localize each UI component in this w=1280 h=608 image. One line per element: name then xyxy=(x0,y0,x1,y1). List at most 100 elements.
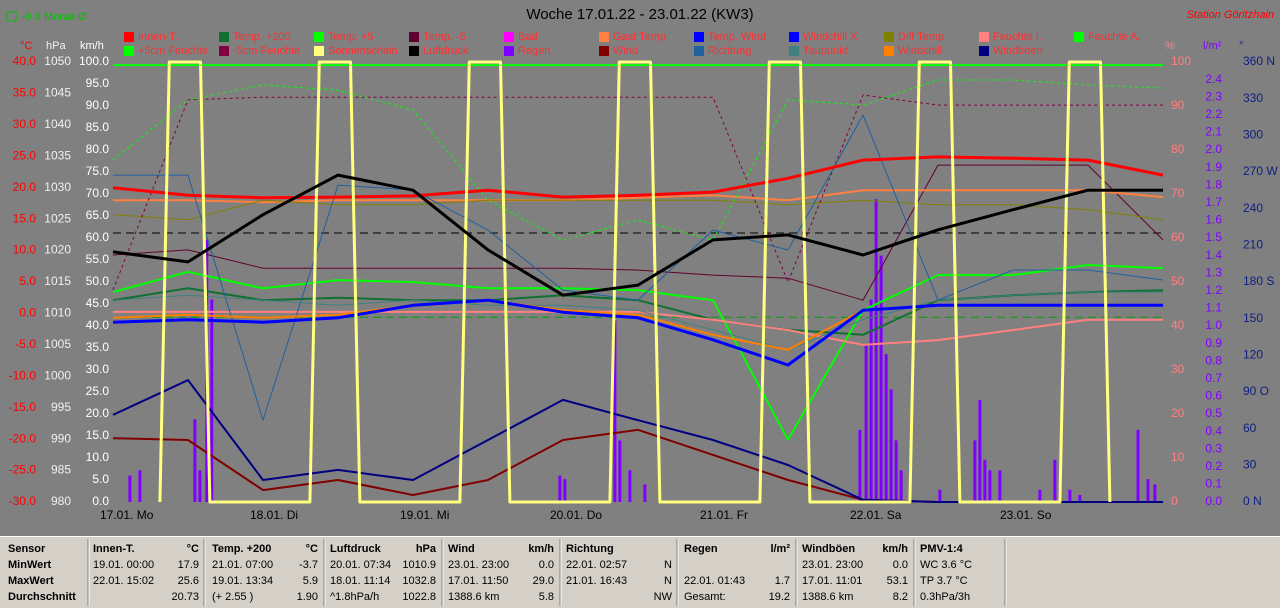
rain-bar xyxy=(889,389,893,502)
axis-title: ° xyxy=(1239,40,1243,52)
rain-bar xyxy=(1146,479,1150,502)
cell-left: 19.01. 00:00 xyxy=(93,559,154,571)
y-tick-label: 2.4 xyxy=(1205,72,1222,86)
rain-bar xyxy=(628,470,632,502)
legend-swatch xyxy=(979,32,989,42)
axis-title: % xyxy=(1165,40,1175,52)
y-tick-label: 90 xyxy=(1171,98,1185,112)
y-tick-label: 15.0 xyxy=(13,211,37,225)
cell-left: 19.01. 13:34 xyxy=(212,575,273,587)
x-tick-label: 23.01. So xyxy=(1000,508,1052,522)
legend-label: +5cm Feuchte xyxy=(138,45,208,57)
cell-right: 1022.8 xyxy=(402,591,436,603)
cell-left: 21.01. 07:00 xyxy=(212,559,273,571)
legend-label: Taupunkt xyxy=(803,45,848,57)
rain-bar xyxy=(874,199,878,502)
cell-right: 8.2 xyxy=(893,591,908,603)
y-tick-label: -30.0 xyxy=(9,494,37,508)
y-tick-label: 1010 xyxy=(44,306,71,320)
rain-bar xyxy=(128,475,132,502)
month-average: -0.6 Monat-Ø xyxy=(22,11,87,23)
y-tick-label: 0.6 xyxy=(1205,389,1222,403)
rain-bar xyxy=(210,299,214,502)
cell-left: 17.01. 11:01 xyxy=(802,575,862,587)
cell-left: 22.01. 01:43 xyxy=(684,575,745,587)
y-tick-label: 40.0 xyxy=(13,54,37,68)
legend-swatch xyxy=(219,32,229,42)
y-tick-label: 100.0 xyxy=(79,54,109,68)
y-tick-label: 60 xyxy=(1243,421,1257,435)
y-tick-label: 1.0 xyxy=(1205,318,1222,332)
y-tick-label: 55.0 xyxy=(86,252,110,266)
legend-label: Gast Temp xyxy=(613,31,666,43)
series-line xyxy=(112,173,1163,297)
cell-left: 21.01. 16:43 xyxy=(566,575,627,587)
y-tick-label: 300 xyxy=(1243,128,1263,142)
rain-bar xyxy=(1136,429,1140,502)
rain-bar xyxy=(1053,459,1057,502)
y-tick-label: 0.7 xyxy=(1205,371,1222,385)
series-line xyxy=(112,164,1164,301)
rain-bar xyxy=(1078,494,1082,502)
cell-left: (+ 2.55 ) xyxy=(212,591,253,603)
x-tick-label: 22.01. Sa xyxy=(850,508,902,522)
row-label: MaxWert xyxy=(8,575,54,587)
y-tick-label: 1040 xyxy=(44,117,71,131)
column-title: Temp. +200 xyxy=(212,543,271,555)
y-tick-label: 2.1 xyxy=(1205,125,1222,139)
y-tick-label: 210 xyxy=(1243,238,1263,252)
series-line xyxy=(112,298,1163,367)
y-tick-label: 20.0 xyxy=(13,180,37,194)
rain-bar xyxy=(618,440,622,502)
legend-label: Windchill xyxy=(898,45,942,57)
y-tick-label: 0.1 xyxy=(1205,477,1222,491)
y-tick-label: 360 N xyxy=(1243,54,1275,68)
cell-right: 0.0 xyxy=(539,559,554,571)
x-tick-label: 18.01. Di xyxy=(250,508,298,522)
y-tick-label: 1025 xyxy=(44,211,71,225)
y-tick-label: 1045 xyxy=(44,86,71,100)
legend-swatch xyxy=(789,32,799,42)
legend-label: Richtung xyxy=(708,45,751,57)
y-tick-label: 5.0 xyxy=(19,274,36,288)
cell-right: -3.7 xyxy=(299,559,318,571)
rain-bar xyxy=(558,475,562,502)
legend-swatch xyxy=(789,46,799,56)
rain-bar xyxy=(193,419,197,502)
rain-bar xyxy=(563,479,567,502)
rain-bar xyxy=(983,459,987,502)
legend-swatch xyxy=(884,32,894,42)
x-tick-label: 20.01. Do xyxy=(550,508,602,522)
rain-bar xyxy=(643,484,647,502)
y-tick-label: 5.0 xyxy=(92,472,109,486)
y-tick-label: 45.0 xyxy=(86,296,110,310)
y-tick-label: 180 S xyxy=(1243,274,1274,288)
y-tick-label: 120 xyxy=(1243,348,1263,362)
series-line xyxy=(112,155,1164,200)
y-tick-label: 90.0 xyxy=(86,98,110,112)
y-tick-label: -20.0 xyxy=(9,431,37,445)
legend-label: Innen-T. xyxy=(138,31,178,43)
x-tick-label: 21.01. Fr xyxy=(700,508,748,522)
y-tick-label: 20.0 xyxy=(86,406,110,420)
x-tick-label: 17.01. Mo xyxy=(100,508,154,522)
y-tick-label: 1.8 xyxy=(1205,177,1222,191)
stats-panel xyxy=(0,536,1280,608)
series-line xyxy=(112,291,1163,351)
legend-label: -5cm Feuchte xyxy=(233,45,300,57)
column-unit: km/h xyxy=(882,543,908,555)
y-tick-label: 30 xyxy=(1171,362,1185,376)
y-tick-label: 1.2 xyxy=(1205,283,1222,297)
cell-left: WC 3.6 °C xyxy=(920,559,972,571)
rain-bar xyxy=(879,255,883,502)
rain-bar xyxy=(869,299,873,502)
legend-swatch xyxy=(504,46,514,56)
column-title: Regen xyxy=(684,543,718,555)
y-tick-label: 0.9 xyxy=(1205,336,1222,350)
y-tick-label: 1020 xyxy=(44,243,71,257)
y-tick-label: 240 xyxy=(1243,201,1263,215)
rain-bar xyxy=(138,470,142,502)
y-tick-label: 0.8 xyxy=(1205,353,1222,367)
legend-swatch xyxy=(1074,32,1084,42)
axis-title: l/m² xyxy=(1203,40,1222,52)
